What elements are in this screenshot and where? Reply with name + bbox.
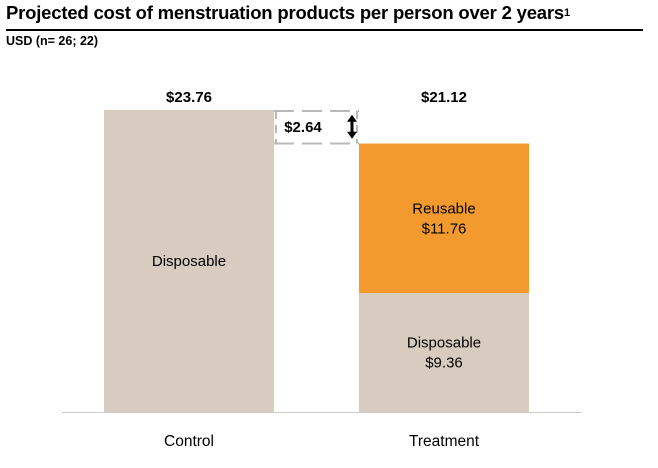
bar-treatment-disposable	[359, 293, 529, 412]
double-arrow-icon	[347, 114, 357, 139]
title-footnote: 1	[563, 7, 570, 19]
bar-treatment-reusable	[359, 143, 529, 294]
chart-title: Projected cost of menstruation products …	[6, 2, 570, 23]
total-label-treatment: $21.12	[421, 89, 467, 106]
difference-label: $2.64	[284, 119, 322, 136]
x-tick-label-control: Control	[164, 433, 214, 450]
total-label-control: $23.76	[166, 89, 212, 106]
segment-label-treatment-reusable: Reusable $11.76	[412, 200, 475, 237]
segment-label-treatment-disposable: Disposable $9.36	[407, 335, 481, 372]
bar-control-disposable	[104, 110, 274, 412]
title-rule	[6, 29, 643, 31]
segment-label-control-disposable: Disposable	[152, 253, 226, 270]
x-tick-label-treatment: Treatment	[409, 433, 480, 450]
chart-subtitle: USD (n= 26; 22)	[6, 34, 99, 48]
